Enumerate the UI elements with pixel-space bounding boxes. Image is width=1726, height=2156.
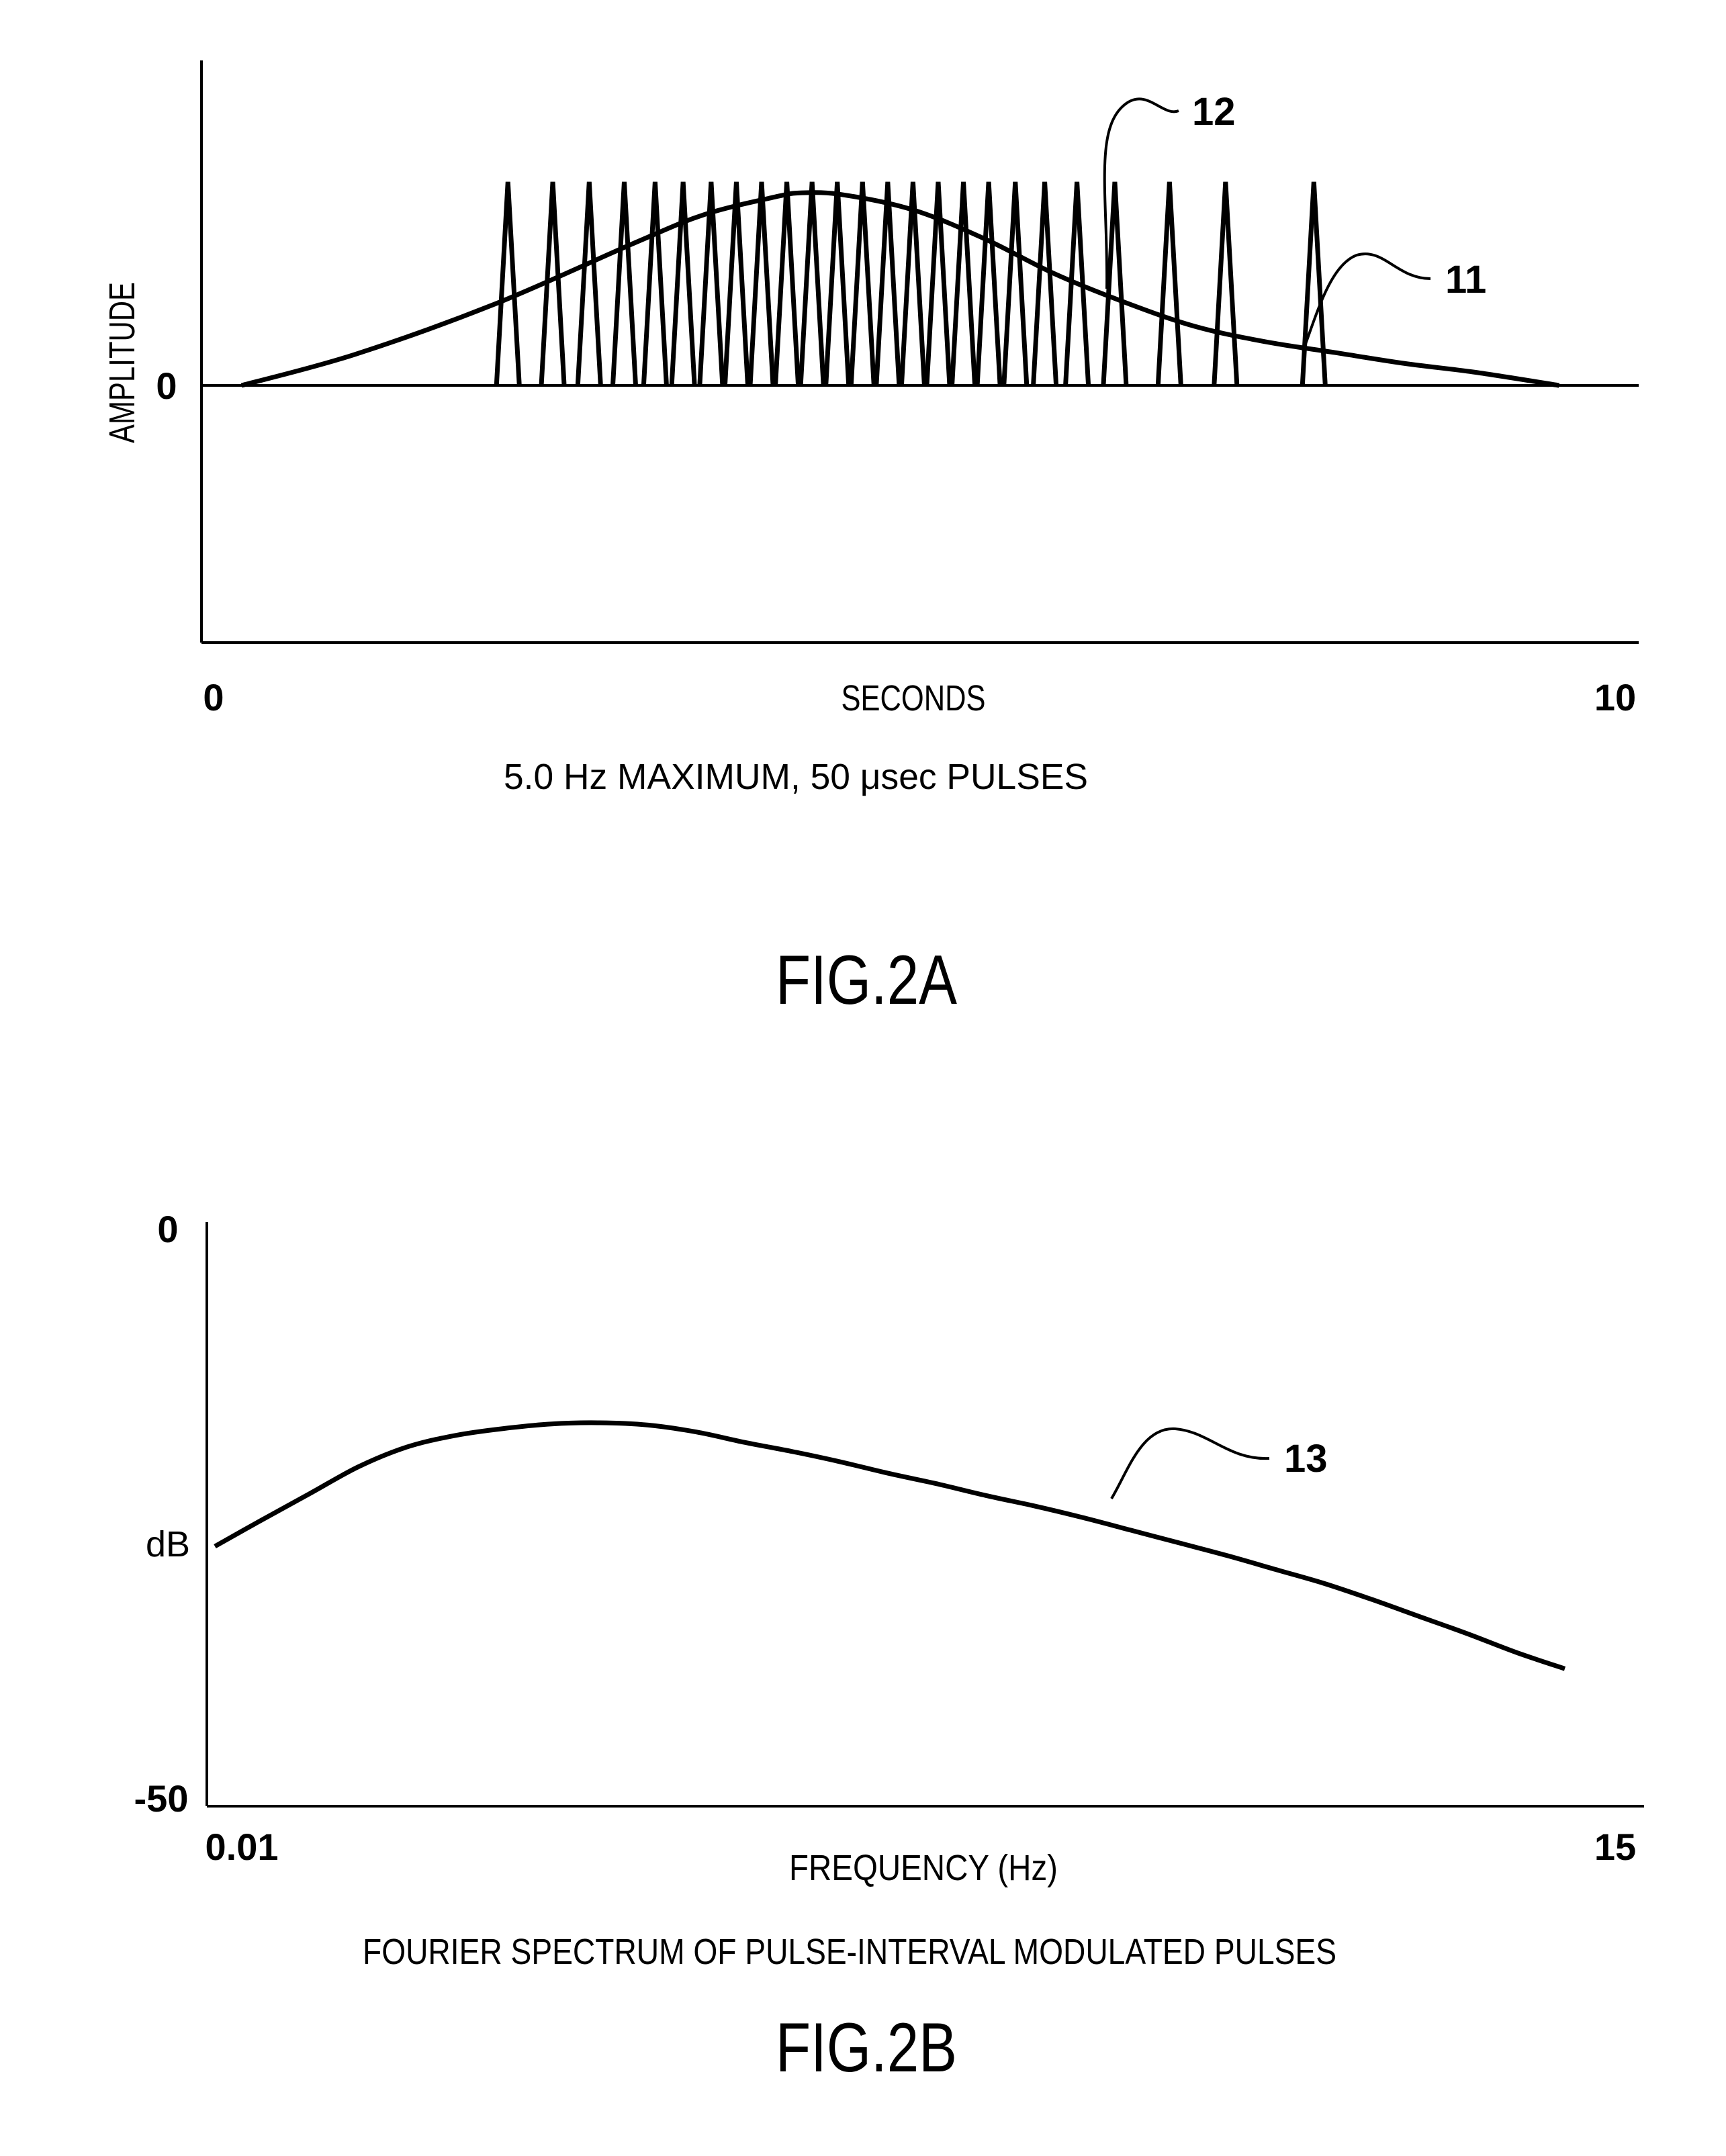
fig-2a-pulse: [798, 181, 826, 386]
fig-2a-pulse: [1063, 181, 1091, 386]
fig-2a-y-axis-label: AMPLITUDE: [102, 282, 142, 443]
fig-2a-pulse: [494, 181, 522, 386]
fig-2a-pulse: [974, 181, 1003, 386]
fig-2a-pulse: [1001, 181, 1030, 386]
fig-2a-pulse: [1212, 181, 1240, 386]
fig-2b-reference-13: 13: [1284, 1437, 1328, 1481]
fig-2a-pulse: [641, 181, 669, 386]
fig-2a-pulse: [539, 181, 567, 386]
fig-2a-x-axis-label: SECONDS: [842, 678, 986, 718]
fig-2a-pulse: [722, 181, 750, 386]
fig-2a-pulse: [575, 181, 603, 386]
fig-2a-pulse: [669, 181, 697, 386]
fig-2a-caption: 5.0 Hz MAXIMUM, 50 μsec PULSES: [504, 757, 1088, 797]
fig-2b-x-tick-start: 0.01: [206, 1826, 279, 1868]
fig-2a-pulse: [823, 181, 852, 386]
fig-2a-pulse: [1300, 181, 1328, 386]
fig-2a-pulse: [697, 181, 725, 386]
fig-2b-leader-13: [1110, 1427, 1270, 1500]
fig-2b-spectrum-curve: [214, 1420, 1566, 1671]
fig-2a-y-tick-0: 0: [156, 365, 177, 407]
fig-2a-leader-12: [1103, 97, 1179, 289]
fig-2a-label: FIG.2A: [776, 941, 958, 1019]
fig-2a-pulse: [1101, 181, 1129, 386]
fig-2a-x-tick-10: 10: [1594, 676, 1636, 718]
fig-2a-x-tick-0: 0: [203, 676, 224, 718]
fig-2a-pulse-train: [494, 181, 1328, 386]
fig-2b-y-tick-0: 0: [157, 1208, 178, 1250]
fig-2b-y-tick-neg50: -50: [134, 1777, 189, 1820]
fig-2a-pulse: [848, 181, 876, 386]
fig-2b-y-axis-label: dB: [146, 1524, 190, 1564]
fig-2a-pulse: [747, 181, 776, 386]
fig-2a-pulse: [924, 181, 952, 386]
fig-2a-reference-12: 12: [1192, 90, 1236, 134]
fig-2a-chart: AMPLITUDE 0 0 10 SECONDS 12 11 5.0 Hz MA…: [102, 60, 1639, 1019]
fig-2b-chart: 0 dB -50 0.01 15 FREQUENCY (Hz) 13 FOURI…: [134, 1208, 1644, 2087]
fig-2b-x-tick-end: 15: [1594, 1826, 1636, 1868]
fig-2b-label: FIG.2B: [776, 2009, 957, 2087]
fig-2a-pulse: [874, 181, 902, 386]
fig-2a-pulse: [1155, 181, 1183, 386]
fig-2a-pulse: [899, 181, 927, 386]
fig-2a-leader-11: [1302, 252, 1431, 352]
fig-2a-pulse: [1031, 181, 1059, 386]
fig-2a-pulse: [773, 181, 801, 386]
fig-2a-reference-11: 11: [1445, 258, 1486, 301]
fig-2a-pulse: [950, 181, 978, 386]
fig-2b-caption: FOURIER SPECTRUM OF PULSE-INTERVAL MODUL…: [363, 1932, 1336, 1972]
fig-2b-x-axis-label: FREQUENCY (Hz): [789, 1848, 1058, 1888]
fig-2a-envelope-curve: [240, 190, 1560, 388]
fig-2a-pulse: [610, 181, 638, 386]
